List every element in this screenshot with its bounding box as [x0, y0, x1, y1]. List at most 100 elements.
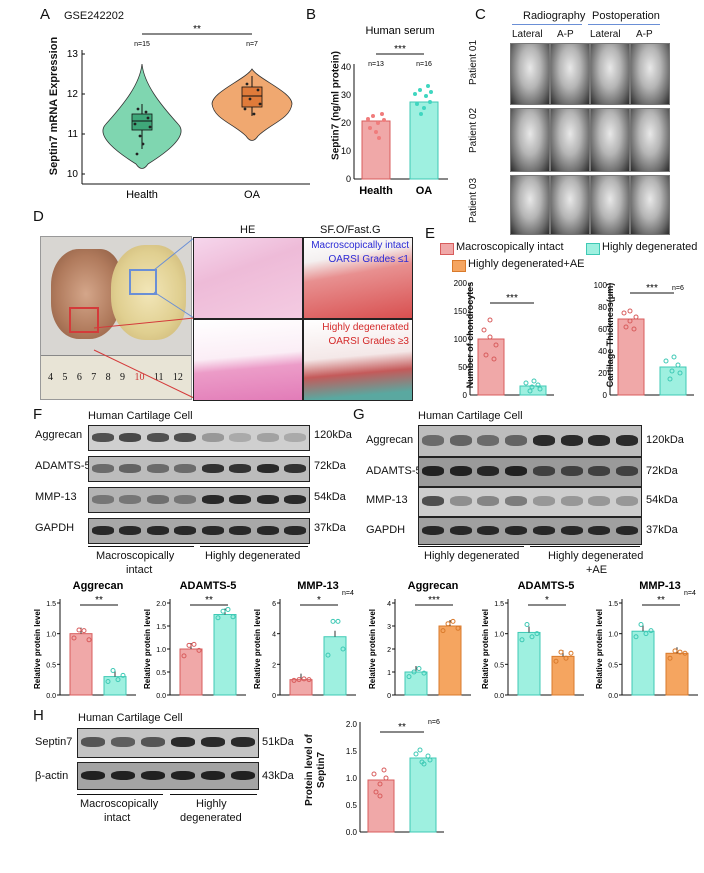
g-blot-mmp13-band [616, 496, 639, 507]
panel-label-a: A [40, 6, 51, 23]
g-row-gapdh: GAPDH [366, 524, 406, 536]
bar-pt-3-0-3 [421, 670, 427, 676]
violin-xcat-health: Health [126, 189, 158, 201]
g-blot-adamts5-band [532, 466, 555, 477]
bar-pt-4-0-0 [519, 637, 525, 643]
bar-ytick-2-1: 2 [272, 662, 276, 669]
panel-label-e: E [425, 225, 436, 242]
bar-ytick-4-2: 1.0 [494, 632, 504, 639]
bar-ylabel-0: Relative protein level [33, 609, 42, 689]
f-blot-gapdh-band [256, 526, 279, 535]
g-blot-aggrecan-band [532, 435, 555, 446]
f-blot-adamts5 [88, 456, 310, 482]
ruler-12: 12 [172, 372, 183, 383]
g-blot-adamts5-band [588, 466, 611, 477]
g-blot-gapdh-band [616, 525, 639, 535]
bar-ytick-1-0: 0.0 [156, 693, 166, 700]
g-blot-gapdh [418, 517, 642, 545]
g-blot-adamts5-band [616, 466, 639, 477]
xray-p1-lateral [510, 43, 550, 105]
e2-sig: *** [646, 283, 658, 294]
g-blot-adamts5-band [505, 466, 528, 477]
e2-ytick-0: 0 [603, 391, 608, 400]
ruler-4: 4 [48, 372, 53, 383]
bar-pt-5-1-1 [672, 648, 678, 654]
g-blot-mmp13-band [477, 496, 500, 507]
xray-p2-ap [550, 108, 590, 172]
h-blot-septin7-band [201, 737, 225, 748]
f-blot-aggrecan-band [284, 433, 307, 442]
f-blot-mmp13-band [91, 495, 114, 504]
violin-ytick-10: 10 [67, 169, 79, 180]
sfo-degen-image: Highly degenerated OARSI Grades ≥3 [303, 319, 413, 401]
g-blot-aggrecan-band [477, 435, 500, 446]
bar-sig-0: ** [95, 595, 103, 606]
serum-title: Human serum [365, 25, 434, 37]
bar-pt-5-1-3 [682, 650, 688, 656]
e1-ylabel: Number of chondrocytes [465, 281, 475, 389]
e2-ytick-80: 80 [598, 303, 607, 312]
violin-ylabel: Septin7 mRNA Expression [48, 36, 60, 176]
h-grp-intact-1: Macroscopically [80, 798, 159, 810]
bar-n-5: n=4 [684, 590, 696, 597]
g-blot-gapdh-band [560, 525, 583, 535]
f-blot-gapdh-band [91, 526, 114, 535]
bar-ytick-5-0: 0.0 [608, 693, 618, 700]
f-blot-mmp13-band [256, 495, 279, 504]
f-blot-adamts5-band [201, 464, 224, 473]
bar-title-1: ADAMTS-5 [180, 580, 237, 592]
f-blot-adamts5-band [256, 464, 279, 473]
bar-pt-0-1-0 [105, 679, 111, 685]
postoperation-header: Postoperation [592, 10, 660, 22]
bar-pt-4-1-1 [558, 649, 564, 655]
g-blot-mmp13-band [560, 496, 583, 507]
bar-pt-4-1-3 [568, 650, 574, 656]
row-patient-03: Patient 03 [468, 177, 479, 223]
g-kda-37: 37kDa [646, 524, 678, 536]
bar-pt-3-1-0 [440, 628, 446, 634]
h-blot-actin-band [231, 770, 255, 780]
h-ytick-20: 2.0 [346, 720, 358, 729]
f-kda-37: 37kDa [314, 522, 346, 534]
e2-ytick-100: 100 [594, 281, 608, 290]
ruler-8: 8 [105, 372, 111, 383]
bar-ytick-3-1: 1 [387, 670, 391, 677]
f-blot-aggrecan [88, 425, 310, 451]
bar-ytick-3-3: 3 [387, 624, 391, 631]
bar-pt-0-0-3 [86, 637, 92, 643]
f-grp-intact-1: Macroscopically [96, 550, 175, 562]
g-grp-ae-1: Highly degenerated [548, 550, 644, 562]
f-blot-mmp13-band [174, 495, 197, 504]
violin-n2: n=7 [246, 41, 258, 48]
serum-xcat-health: Health [359, 185, 393, 197]
bar-pt-2-1-0 [325, 652, 331, 658]
serum-chart: Human serum *** n=13 n=16 0 10 20 30 40 … [341, 25, 448, 197]
xray-p1-ap [550, 43, 590, 105]
bar-ytick-2-3: 6 [272, 601, 276, 608]
f-blot-gapdh-band [229, 526, 252, 535]
bar-pt-5-0-1 [638, 621, 644, 627]
g-blot-aggrecan-band [421, 435, 444, 446]
bar-ytick-0-2: 1.0 [46, 632, 56, 639]
f-row-aggrecan: Aggrecan [35, 429, 83, 441]
bar-pt-0-1-2 [115, 677, 121, 683]
g-blot-mmp13 [418, 487, 642, 517]
serum-ytick-30: 30 [341, 90, 351, 100]
g-blot-gapdh-band [532, 525, 555, 535]
g-blot-adamts5-band [421, 466, 444, 477]
f-blot-adamts5-band [119, 464, 142, 473]
violin-ytick-12: 12 [67, 89, 79, 100]
f-grp-intact-2: intact [126, 564, 153, 576]
e1-ytick-0: 0 [463, 391, 468, 400]
bar-pt-1-1-3 [230, 614, 236, 620]
h-ytick-15: 1.5 [346, 747, 358, 756]
bar-ytick-4-3: 1.5 [494, 601, 504, 608]
he-degen-image [193, 319, 303, 401]
bar-sig-1: ** [205, 595, 213, 606]
f-blot-adamts5-band [91, 464, 114, 473]
legend-ae: Highly degenerated+AE [468, 258, 585, 270]
bar-pt-3-0-1 [411, 669, 417, 675]
bar-pt-1-0-3 [196, 647, 202, 653]
bar-pt-1-0-2 [191, 641, 197, 647]
h-grp-degen-1: Highly [196, 798, 227, 810]
